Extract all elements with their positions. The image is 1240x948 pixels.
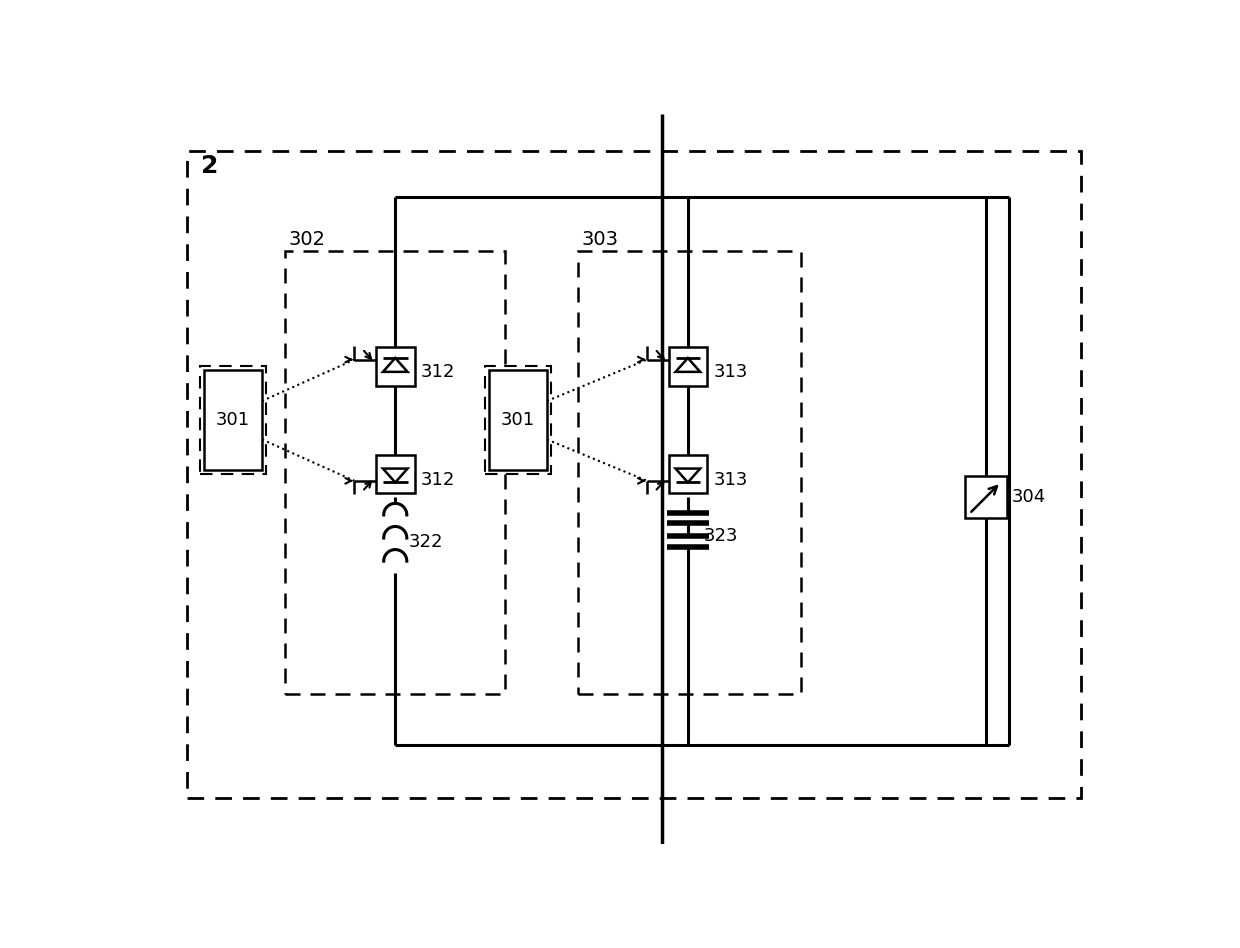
Text: 302: 302 bbox=[289, 229, 326, 248]
Text: 301: 301 bbox=[501, 411, 536, 429]
Bar bbox=[205, 370, 262, 470]
Text: 322: 322 bbox=[409, 533, 444, 551]
Bar bbox=[668, 455, 707, 493]
Bar bbox=[376, 455, 414, 493]
Text: 304: 304 bbox=[1012, 488, 1045, 506]
Text: 301: 301 bbox=[216, 411, 250, 429]
Text: 313: 313 bbox=[713, 363, 748, 381]
Bar bbox=[490, 370, 547, 470]
Text: 312: 312 bbox=[420, 363, 455, 381]
Text: 2: 2 bbox=[201, 155, 218, 178]
Text: 313: 313 bbox=[713, 471, 748, 489]
Text: 312: 312 bbox=[420, 471, 455, 489]
Bar bbox=[965, 476, 1007, 519]
Bar bbox=[668, 347, 707, 386]
Text: 303: 303 bbox=[582, 229, 619, 248]
Bar bbox=[376, 347, 414, 386]
Text: 323: 323 bbox=[703, 527, 738, 545]
